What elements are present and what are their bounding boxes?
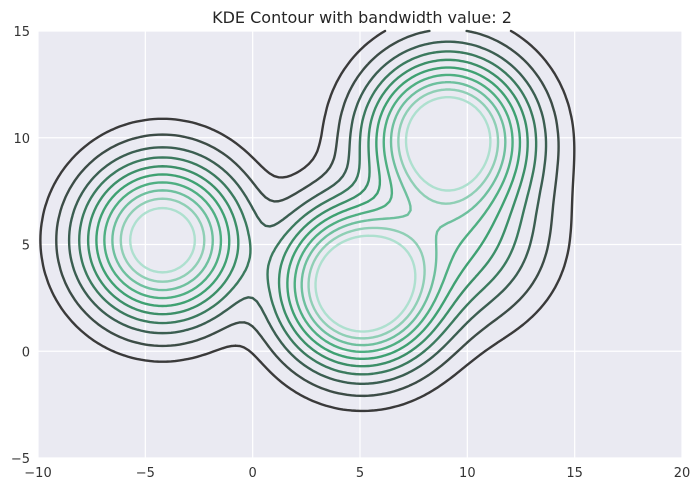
contour-lines (39, 29, 576, 413)
y-tick-label: 10 (13, 132, 30, 147)
contour-level-7 (111, 81, 507, 347)
x-tick-label: 10 (459, 466, 476, 481)
x-tick-label: −5 (136, 466, 155, 481)
contour-level-2 (67, 40, 548, 385)
x-tick-label: 20 (674, 466, 691, 481)
y-axis-ticks: −5 0 5 10 15 (11, 25, 30, 467)
contour-level-1 (55, 29, 560, 398)
contour-level-9 (128, 96, 492, 333)
x-tick-label: 15 (566, 466, 583, 481)
x-axis-ticks: −10 −5 0 5 10 15 20 (24, 466, 690, 481)
y-tick-label: 0 (22, 345, 30, 360)
y-tick-label: 5 (22, 239, 30, 254)
contour-level-8 (119, 88, 500, 340)
contour-level-4 (86, 58, 529, 368)
y-tick-label: 15 (13, 25, 30, 40)
x-tick-label: 5 (356, 466, 364, 481)
contour-level-6 (103, 73, 514, 354)
y-tick-label: −5 (11, 452, 30, 467)
contour-level-5 (95, 66, 522, 361)
chart-title: KDE Contour with bandwidth value: 2 (212, 8, 512, 27)
contour-level-3 (78, 50, 538, 376)
contour-level-0 (39, 29, 576, 413)
x-tick-label: −10 (24, 466, 51, 481)
x-tick-label: 0 (249, 466, 257, 481)
